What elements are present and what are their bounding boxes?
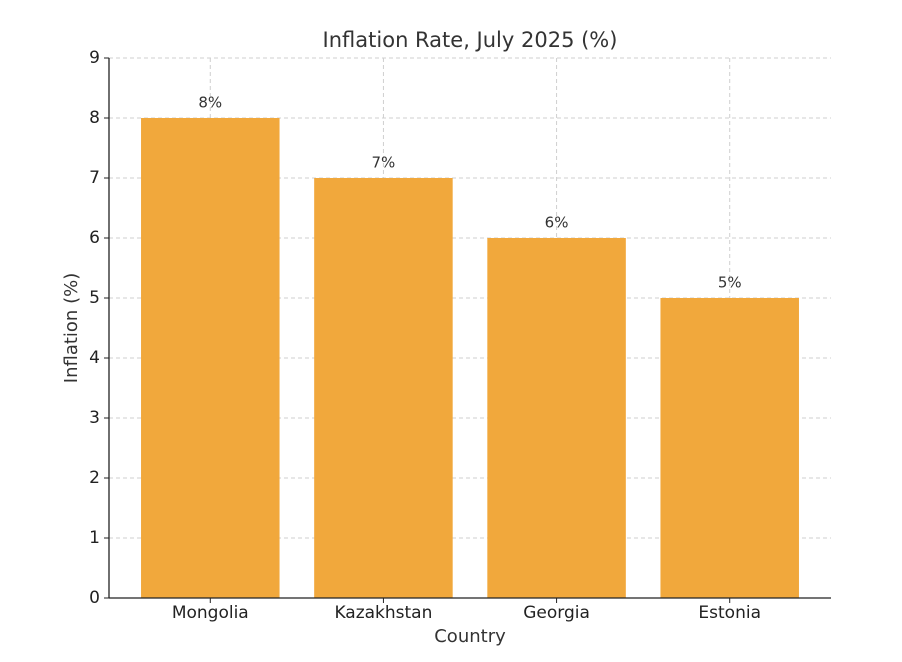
x-tick-label: Estonia — [698, 603, 761, 623]
y-tick-label: 3 — [89, 408, 100, 428]
y-tick-label: 1 — [89, 528, 100, 548]
x-tick-label: Georgia — [523, 603, 590, 623]
y-tick-label: 6 — [89, 228, 100, 248]
data-label: 8% — [198, 94, 222, 112]
bar — [314, 178, 453, 598]
bar — [141, 118, 280, 598]
x-tick-label: Mongolia — [172, 603, 249, 623]
bar — [660, 298, 799, 598]
chart-title: Inflation Rate, July 2025 (%) — [323, 28, 618, 52]
y-tick-label: 9 — [89, 48, 100, 68]
y-tick-label: 5 — [89, 288, 100, 308]
bar — [487, 238, 626, 598]
y-tick-label: 8 — [89, 108, 100, 128]
y-tick-label: 0 — [89, 588, 100, 608]
x-axis-label: Country — [434, 626, 506, 647]
y-tick-label: 2 — [89, 468, 100, 488]
data-label: 7% — [372, 154, 396, 172]
x-tick-label: Kazakhstan — [334, 603, 432, 623]
y-tick-label: 7 — [89, 168, 100, 188]
y-axis-label: Inflation (%) — [61, 273, 82, 383]
data-label: 5% — [718, 274, 742, 292]
y-tick-label: 4 — [89, 348, 100, 368]
data-label: 6% — [545, 214, 569, 232]
